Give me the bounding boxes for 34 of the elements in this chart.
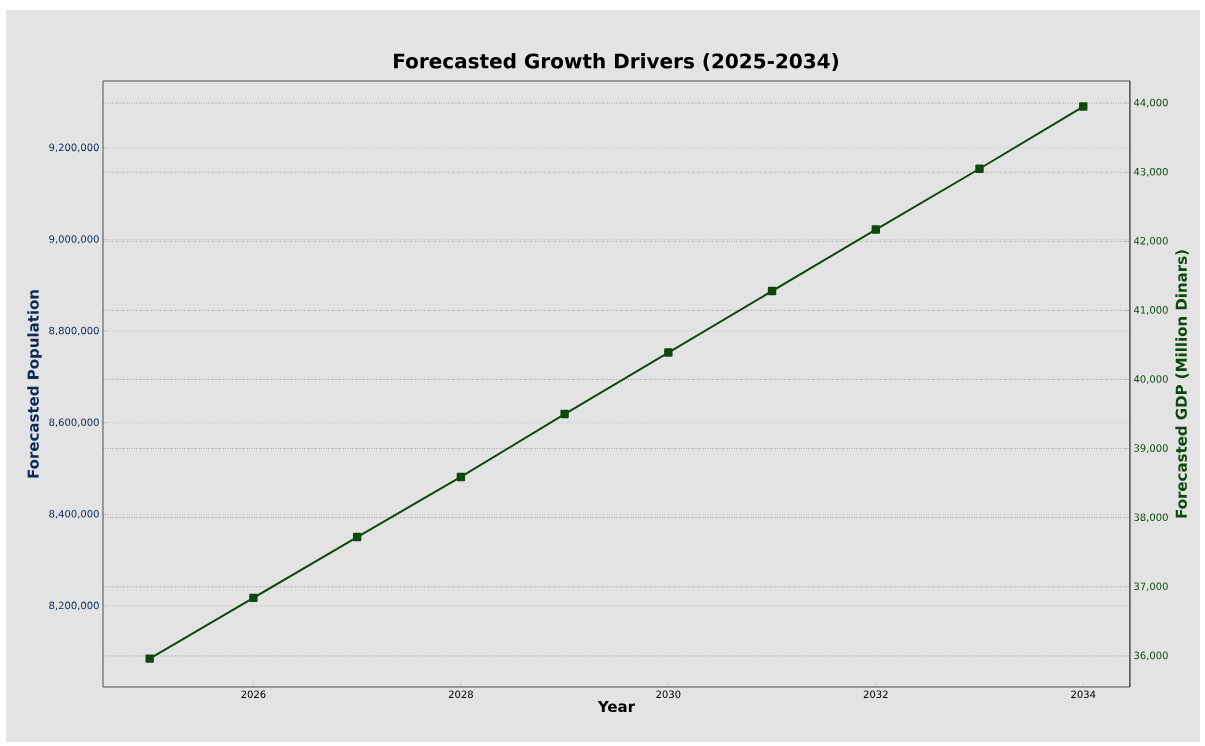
point bbox=[456, 472, 466, 482]
point bbox=[767, 286, 777, 296]
y2-tick-label: 42,000 bbox=[1133, 236, 1168, 246]
y-tick-label: 8,200,000 bbox=[49, 601, 99, 611]
point bbox=[871, 225, 880, 234]
y2-tick-label: 40,000 bbox=[1133, 375, 1168, 384]
point bbox=[664, 348, 673, 357]
chart-title: Forecasted Growth Drivers (2025-2034) bbox=[394, 53, 839, 71]
y2-tick-label: 36,000 bbox=[1134, 651, 1168, 661]
y-tick-label: 9,200,000 bbox=[49, 143, 99, 153]
point bbox=[975, 164, 984, 173]
y2-axis-title: Forecasted GDP (Million Dinars) bbox=[1175, 250, 1189, 518]
y2-tick-label: 39,000 bbox=[1134, 444, 1168, 453]
y2-tick-label: 44,000 bbox=[1133, 98, 1168, 108]
point bbox=[145, 654, 154, 663]
y-axis-title: Forecasted Population bbox=[27, 290, 42, 478]
y-tick-label: 9,000,000 bbox=[49, 235, 99, 244]
y2-tick-label: 41,000 bbox=[1133, 306, 1168, 315]
x-tick-label: 2030 bbox=[656, 690, 681, 699]
point bbox=[1079, 102, 1088, 111]
x-tick-label: 2034 bbox=[1071, 690, 1096, 699]
y-tick-label: 8,800,000 bbox=[49, 326, 99, 336]
y2-tick-label: 37,000 bbox=[1134, 582, 1168, 592]
y-tick-label: 8,400,000 bbox=[49, 510, 99, 519]
x-tick-label: 2028 bbox=[448, 690, 473, 699]
y-tick-label: 8,600,000 bbox=[49, 418, 99, 427]
y2-tick-label: 43,000 bbox=[1133, 167, 1168, 177]
point bbox=[249, 593, 258, 603]
point bbox=[560, 409, 569, 419]
x-tick-label: 2032 bbox=[863, 690, 888, 699]
x-tick-label: 2026 bbox=[241, 690, 266, 699]
x-axis-title: Year bbox=[597, 700, 636, 713]
y2-tick-label: 38,000 bbox=[1134, 513, 1168, 522]
point bbox=[352, 532, 362, 542]
